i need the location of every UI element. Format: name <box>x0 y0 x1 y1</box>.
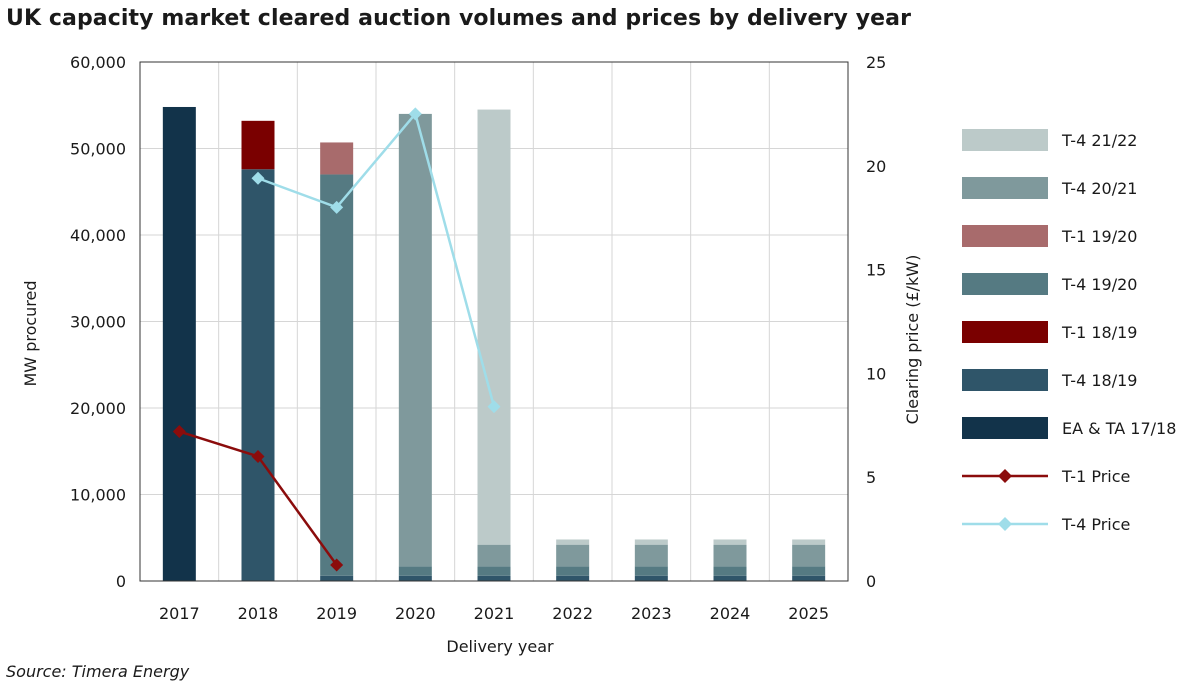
t-1-price-marker-2018 <box>251 449 265 463</box>
t-1-price-marker-2017 <box>172 425 186 439</box>
x-axis-ticks: 2017 2018 2019 2020 2021 2022 2023 2024 2025 <box>159 604 829 623</box>
bar-t-4-19-20-2025 <box>792 566 826 576</box>
bar-t-4-18-19-2023 <box>634 575 668 581</box>
bar-t-4-20-21-2020 <box>398 113 432 567</box>
x-tick-label: 2018 <box>238 604 279 623</box>
bar-t-4-18-19-2020 <box>398 575 432 581</box>
bar-t-4-19-20-2022 <box>556 566 590 576</box>
legend-marker-t-1-price <box>998 469 1012 483</box>
y2-tick-label: 10 <box>866 364 886 383</box>
y-tick-label: 20,000 <box>70 399 126 418</box>
legend-swatch-t-1-19-20 <box>962 225 1048 247</box>
legend: T-4 21/22 T-4 20/21 T-1 19/20 T-4 19/20 T-1 … <box>962 129 1176 534</box>
bar-t-4-18-19-2025 <box>792 575 826 581</box>
y-axis-ticks: 60,000 50,000 40,000 30,000 20,000 10,000 0 <box>70 53 126 591</box>
x-tick-label: 2022 <box>552 604 593 623</box>
y-tick-label: 30,000 <box>70 313 126 332</box>
legend-label-t-1-18-19: T-1 18/19 <box>1061 323 1137 342</box>
chart-title: UK capacity market cleared auction volum… <box>6 6 912 31</box>
y-tick-label: 10,000 <box>70 486 126 505</box>
bar-t-4-19-20-2021 <box>477 566 511 576</box>
legend-swatch-t-4-20-21 <box>962 177 1048 199</box>
legend-label-t-4-price: T-4 Price <box>1061 515 1130 534</box>
bar-t-1-19-20-2019 <box>320 142 354 175</box>
source-note: Source: Timera Energy <box>6 662 190 681</box>
bar-t-4-19-20-2020 <box>398 566 432 576</box>
bar-t-4-20-21-2022 <box>556 544 590 567</box>
bar-t-4-18-19-2022 <box>556 575 590 581</box>
t-4-price-marker-2018 <box>251 171 265 185</box>
y-tick-label: 50,000 <box>70 140 126 159</box>
price-lines <box>172 107 501 572</box>
x-tick-label: 2017 <box>159 604 200 623</box>
t-4-price-marker-2019 <box>330 200 344 214</box>
t-4-price-line <box>257 111 496 407</box>
x-tick-label: 2023 <box>631 604 672 623</box>
bar-t-4-20-21-2025 <box>792 544 826 567</box>
bar-t-4-21-22-2023 <box>634 539 668 545</box>
y-axis-label: MW procured <box>21 280 40 386</box>
y2-tick-label: 5 <box>866 468 876 487</box>
legend-label-t-4-18-19: T-4 18/19 <box>1061 371 1137 390</box>
bar-t-4-19-20-2019 <box>320 174 354 576</box>
bar-t-4-19-20-2023 <box>634 566 668 576</box>
legend-swatch-ea-ta-17-18 <box>962 417 1048 439</box>
bar-ea-ta-17-18-2017 <box>162 106 196 581</box>
bar-t-4-20-21-2024 <box>713 544 747 567</box>
bar-t-4-18-19-2021 <box>477 575 511 581</box>
bar-t-4-18-19-2018 <box>241 169 275 581</box>
bar-t-4-18-19-2024 <box>713 575 747 581</box>
y2-tick-label: 25 <box>866 53 886 72</box>
x-tick-label: 2020 <box>395 604 436 623</box>
x-tick-label: 2021 <box>474 604 515 623</box>
bar-t-4-19-20-2024 <box>713 566 747 576</box>
x-tick-label: 2025 <box>788 604 829 623</box>
x-tick-label: 2024 <box>710 604 751 623</box>
y-tick-label: 0 <box>116 572 126 591</box>
t-4-price-marker-2021 <box>487 400 501 414</box>
y2-axis-ticks: 25 20 15 10 5 0 <box>866 53 886 591</box>
bar-t-4-20-21-2021 <box>477 544 511 567</box>
legend-swatch-t-4-21-22 <box>962 129 1048 151</box>
bars <box>162 106 826 581</box>
bar-t-4-21-22-2024 <box>713 539 747 545</box>
y-tick-label: 60,000 <box>70 53 126 72</box>
legend-label-t-4-21-22: T-4 21/22 <box>1061 131 1137 150</box>
legend-swatch-t-1-18-19 <box>962 321 1048 343</box>
y-tick-label: 40,000 <box>70 226 126 245</box>
y2-tick-label: 15 <box>866 261 886 280</box>
legend-marker-t-4-price <box>998 517 1012 531</box>
bar-t-4-21-22-2022 <box>556 539 590 545</box>
bar-t-4-20-21-2023 <box>634 544 668 567</box>
legend-label-t-4-19-20: T-4 19/20 <box>1061 275 1137 294</box>
legend-label-t-1-price: T-1 Price <box>1061 467 1130 486</box>
y2-axis-label: Clearing price (£/kW) <box>903 255 922 425</box>
legend-swatch-t-4-18-19 <box>962 369 1048 391</box>
x-axis-label: Delivery year <box>446 637 554 656</box>
bar-t-4-21-22-2025 <box>792 539 826 545</box>
t-1-price-marker-2019 <box>330 558 344 572</box>
x-tick-label: 2019 <box>316 604 357 623</box>
legend-label-t-4-20-21: T-4 20/21 <box>1061 179 1137 198</box>
t-4-price-marker-2020 <box>408 107 422 121</box>
plot-frame <box>139 61 849 582</box>
bar-t-1-18-19-2018 <box>241 120 275 170</box>
legend-label-t-1-19-20: T-1 19/20 <box>1061 227 1137 246</box>
y2-tick-label: 20 <box>866 157 886 176</box>
bar-t-4-21-22-2021 <box>477 109 511 545</box>
legend-swatch-t-4-19-20 <box>962 273 1048 295</box>
legend-label-ea-ta-17-18: EA & TA 17/18 <box>1062 419 1176 438</box>
y2-tick-label: 0 <box>866 572 876 591</box>
bar-t-4-18-19-2019 <box>320 575 354 581</box>
